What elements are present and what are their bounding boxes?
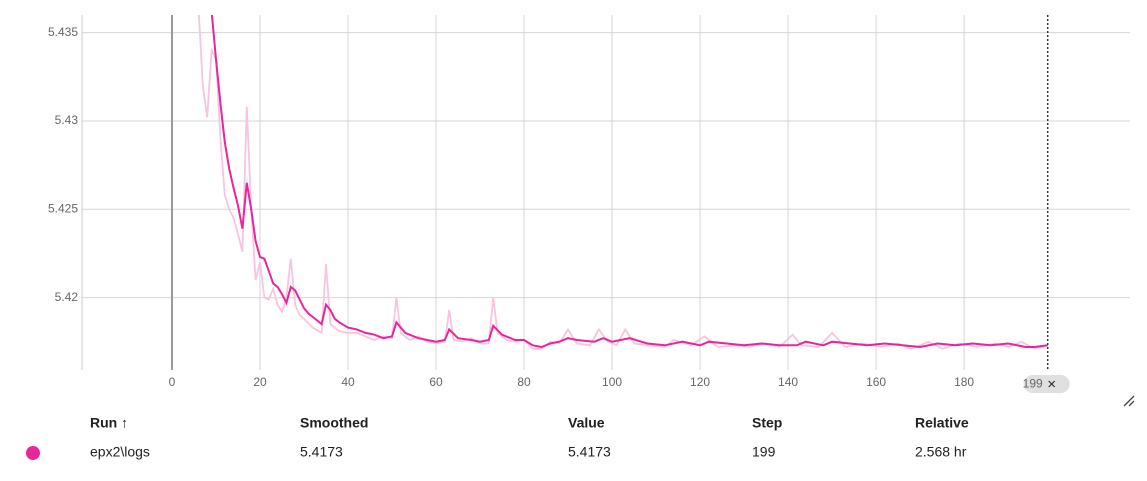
cursor-badge	[1023, 375, 1070, 393]
y-tick-label: 5.425	[48, 201, 78, 215]
cursor-label: 199	[1023, 377, 1043, 391]
x-tick-label: 180	[954, 375, 974, 389]
table-cell: epx2\logs	[90, 444, 150, 460]
column-header: Relative	[915, 415, 969, 431]
y-tick-label: 5.435	[48, 25, 78, 39]
x-tick-label: 80	[517, 375, 531, 389]
grid: 5.42 5.425 5.43 5.435 0 20 40 60 80 100 120 140 160 1…	[48, 15, 1130, 389]
x-tick-label: 40	[341, 375, 355, 389]
x-tick-label: 140	[778, 375, 798, 389]
column-header: Step	[752, 415, 782, 431]
x-tick-label: 60	[429, 375, 443, 389]
plot-area	[197, 15, 1048, 350]
run-color	[26, 446, 40, 460]
column-header: Smoothed	[300, 415, 368, 431]
x-tick-label: 100	[602, 375, 622, 389]
series-line	[210, 15, 1048, 349]
table-cell: 2.568 hr	[915, 444, 967, 460]
expand-icon[interactable]	[1123, 395, 1135, 407]
run-table: Run ↑ Smoothed Value Step Relative epx2\logs 5…	[26, 415, 969, 460]
table-cell: 5.4173	[568, 444, 611, 460]
column-header: Value	[568, 415, 605, 431]
overlay: 199	[1023, 15, 1070, 393]
x-tick-label: 120	[690, 375, 710, 389]
table-cell: 5.4173	[300, 444, 343, 460]
column-header: Run ↑	[90, 415, 128, 431]
close-icon[interactable]	[1048, 380, 1056, 388]
table-cell: 199	[752, 444, 776, 460]
y-tick-label: 5.43	[55, 113, 79, 127]
x-tick-label: 0	[169, 375, 176, 389]
x-tick-label: 20	[253, 375, 267, 389]
x-tick-label: 160	[866, 375, 886, 389]
y-tick-label: 5.42	[55, 290, 79, 304]
